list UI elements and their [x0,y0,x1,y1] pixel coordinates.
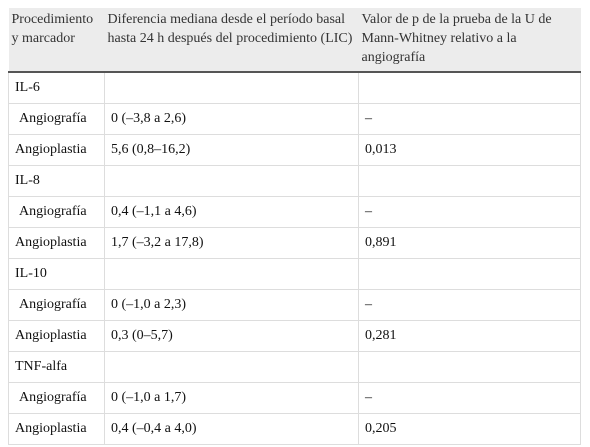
table-header: Procedimiento y marcador Diferencia medi… [8,8,581,73]
data-row: Angioplastia 0,4 (–0,4 a 4,0) 0,205 [8,413,581,445]
header-cell: Procedimiento y marcador [8,8,105,73]
data-row: Angioplastia 0,3 (0–5,7) 0,281 [8,320,581,352]
procedure-label: Angioplastia [8,413,105,445]
empty-cell [104,258,359,290]
value-cell: 0 (–3,8 a 2,6) [104,103,359,135]
value-cell: – [358,289,581,321]
empty-cell [358,258,581,290]
group-label: IL-8 [8,165,105,197]
value-cell: – [358,382,581,414]
procedure-label: Angioplastia [8,227,105,259]
procedure-label: Angiografía [8,196,105,228]
procedure-label: Angiografía [8,103,105,135]
empty-cell [104,71,359,104]
procedure-label: Angioplastia [8,134,105,166]
data-row: Angioplastia 1,7 (–3,2 a 17,8) 0,891 [8,227,581,259]
value-cell: 1,7 (–3,2 a 17,8) [104,227,359,259]
value-cell: 0,891 [358,227,581,259]
data-row: Angiografía 0 (–1,0 a 1,7) – [8,382,581,414]
value-cell: 0,281 [358,320,581,352]
value-cell: 5,6 (0,8–16,2) [104,134,359,166]
group-row: IL-6 [8,71,581,104]
value-cell: – [358,103,581,135]
procedure-label: Angiografía [8,289,105,321]
header-row: Procedimiento y marcador Diferencia medi… [8,8,581,73]
group-row: IL-8 [8,165,581,197]
procedure-label: Angioplastia [8,320,105,352]
header-cell: Valor de p de la prueba de la U de Mann-… [358,8,581,73]
value-cell: 0,205 [358,413,581,445]
value-cell: 0 (–1,0 a 2,3) [104,289,359,321]
value-cell: 0,4 (–0,4 a 4,0) [104,413,359,445]
group-label: TNF-alfa [8,351,105,383]
data-row: Angiografía 0,4 (–1,1 a 4,6) – [8,196,581,228]
group-row: TNF-alfa [8,351,581,383]
empty-cell [358,351,581,383]
table-body: IL-6 Angiografía 0 (–3,8 a 2,6) – Angioplast… [8,71,581,445]
procedure-label: Angiografía [8,382,105,414]
header-cell: Diferencia mediana desde el período basa… [104,8,359,73]
empty-cell [358,165,581,197]
data-row: Angiografía 0 (–3,8 a 2,6) – [8,103,581,135]
group-label: IL-6 [8,71,105,104]
empty-cell [358,71,581,104]
data-row: Angioplastia 5,6 (0,8–16,2) 0,013 [8,134,581,166]
empty-cell [104,165,359,197]
group-label: IL-10 [8,258,105,290]
value-cell: 0,013 [358,134,581,166]
empty-cell [104,351,359,383]
group-row: IL-10 [8,258,581,290]
value-cell: 0,3 (0–5,7) [104,320,359,352]
value-cell: – [358,196,581,228]
data-table: Procedimiento y marcador Diferencia medi… [8,8,581,445]
value-cell: 0 (–1,0 a 1,7) [104,382,359,414]
data-row: Angiografía 0 (–1,0 a 2,3) – [8,289,581,321]
value-cell: 0,4 (–1,1 a 4,6) [104,196,359,228]
